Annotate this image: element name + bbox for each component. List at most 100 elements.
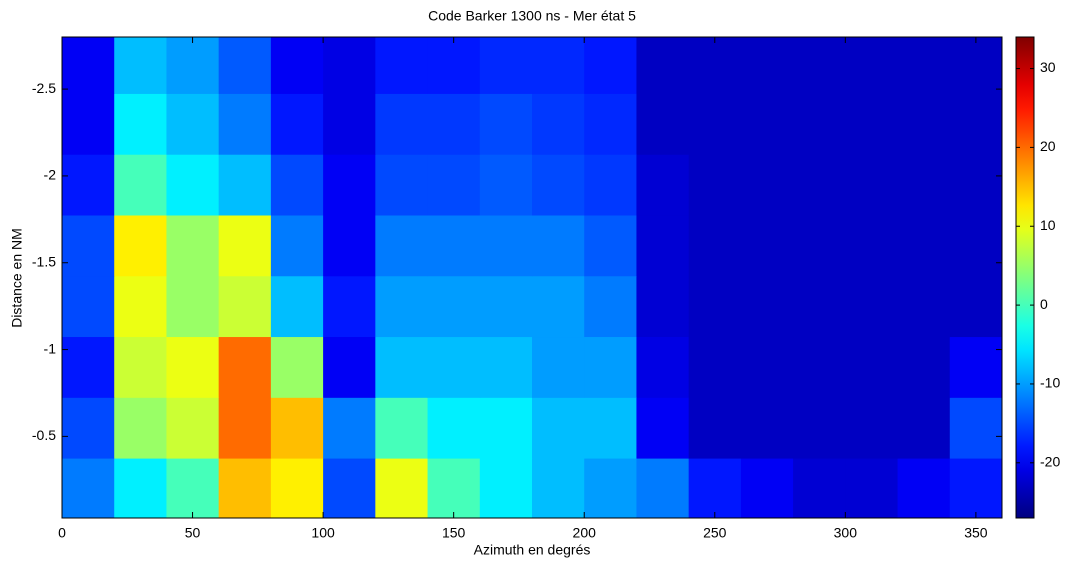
x-tick-label: 200 bbox=[573, 525, 597, 541]
heatmap-cell bbox=[270, 93, 324, 155]
heatmap-cell bbox=[949, 214, 1002, 277]
heatmap-cell bbox=[114, 154, 167, 216]
heatmap-cell bbox=[740, 397, 794, 459]
heatmap-cell bbox=[949, 458, 1002, 518]
heatmap-cell bbox=[62, 458, 115, 518]
heatmap-cell bbox=[845, 336, 899, 398]
heatmap-cell bbox=[532, 458, 585, 518]
heatmap-cell bbox=[584, 397, 637, 459]
heatmap-cell bbox=[270, 275, 324, 338]
heatmap-cell bbox=[114, 93, 167, 155]
heatmap-cell bbox=[218, 336, 272, 398]
heatmap-cell bbox=[166, 37, 220, 94]
heatmap-cell bbox=[114, 458, 167, 518]
heatmap-cell bbox=[845, 458, 899, 518]
y-tick-label: -1 bbox=[44, 340, 57, 356]
heatmap-cell bbox=[323, 154, 376, 216]
colorbar-tick-label: 30 bbox=[1040, 59, 1056, 75]
heatmap-cell bbox=[114, 275, 167, 338]
heatmap-cell bbox=[897, 458, 951, 518]
heatmap-cell bbox=[166, 214, 220, 277]
heatmap-cell bbox=[479, 93, 533, 155]
heatmap-cell bbox=[845, 37, 899, 94]
heatmap-cell bbox=[793, 214, 846, 277]
heatmap bbox=[62, 37, 1002, 518]
heatmap-cell bbox=[62, 154, 115, 216]
heatmap-cell bbox=[688, 458, 742, 518]
heatmap-cell bbox=[636, 154, 690, 216]
heatmap-cell bbox=[427, 37, 481, 94]
heatmap-cell bbox=[270, 336, 324, 398]
y-tick-label: -1.5 bbox=[32, 253, 56, 269]
heatmap-cell bbox=[166, 397, 220, 459]
heatmap-cell bbox=[114, 37, 167, 94]
heatmap-cell bbox=[270, 37, 324, 94]
x-tick-label: 50 bbox=[185, 525, 201, 541]
x-tick-label: 350 bbox=[964, 525, 988, 541]
heatmap-cell bbox=[114, 214, 167, 277]
heatmap-cell bbox=[532, 275, 585, 338]
heatmap-cell bbox=[427, 397, 481, 459]
heatmap-cell bbox=[323, 458, 376, 518]
heatmap-cell bbox=[740, 458, 794, 518]
heatmap-cell bbox=[845, 397, 899, 459]
heatmap-cell bbox=[62, 93, 115, 155]
heatmap-cell bbox=[636, 37, 690, 94]
chart-title: Code Barker 1300 ns - Mer état 5 bbox=[428, 8, 636, 24]
heatmap-cell bbox=[479, 397, 533, 459]
heatmap-cell bbox=[323, 336, 376, 398]
heatmap-cell bbox=[636, 336, 690, 398]
heatmap-cell bbox=[636, 458, 690, 518]
heatmap-cell bbox=[62, 37, 115, 94]
y-tick-label: -2 bbox=[44, 167, 57, 183]
heatmap-cell bbox=[218, 154, 272, 216]
colorbar bbox=[1015, 36, 1035, 519]
heatmap-cell bbox=[584, 93, 637, 155]
heatmap-cell bbox=[114, 336, 167, 398]
heatmap-cell bbox=[375, 214, 429, 277]
heatmap-cell bbox=[532, 397, 585, 459]
heatmap-cell bbox=[427, 336, 481, 398]
heatmap-cell bbox=[375, 154, 429, 216]
heatmap-cell bbox=[584, 336, 637, 398]
heatmap-cell bbox=[636, 275, 690, 338]
colorbar-tick-label: -20 bbox=[1040, 454, 1060, 470]
heatmap-cell bbox=[427, 93, 481, 155]
heatmap-cell bbox=[218, 275, 272, 338]
heatmap-cell bbox=[479, 214, 533, 277]
plot-frame bbox=[61, 36, 1003, 519]
colorbar-tick-label: 20 bbox=[1040, 138, 1056, 154]
heatmap-cell bbox=[845, 214, 899, 277]
heatmap-cell bbox=[793, 154, 846, 216]
heatmap-cell bbox=[218, 397, 272, 459]
heatmap-cell bbox=[166, 336, 220, 398]
heatmap-cell bbox=[114, 397, 167, 459]
heatmap-cell bbox=[218, 37, 272, 94]
heatmap-cell bbox=[323, 214, 376, 277]
heatmap-cell bbox=[218, 93, 272, 155]
heatmap-cell bbox=[218, 214, 272, 277]
heatmap-cell bbox=[62, 397, 115, 459]
heatmap-cell bbox=[532, 336, 585, 398]
y-axis-label: Distance en NM bbox=[9, 228, 25, 328]
heatmap-cell bbox=[793, 458, 846, 518]
heatmap-cell bbox=[375, 458, 429, 518]
x-axis-label: Azimuth en degrés bbox=[474, 542, 591, 558]
heatmap-cell bbox=[949, 93, 1002, 155]
heatmap-cell bbox=[166, 458, 220, 518]
heatmap-cell bbox=[949, 397, 1002, 459]
heatmap-cell bbox=[897, 154, 951, 216]
heatmap-cell bbox=[270, 397, 324, 459]
heatmap-cell bbox=[688, 37, 742, 94]
heatmap-cell bbox=[584, 37, 637, 94]
heatmap-cell bbox=[375, 336, 429, 398]
heatmap-cell bbox=[897, 336, 951, 398]
heatmap-cell bbox=[740, 154, 794, 216]
heatmap-cell bbox=[584, 154, 637, 216]
heatmap-cell bbox=[532, 37, 585, 94]
heatmap-cell bbox=[270, 214, 324, 277]
heatmap-cell bbox=[897, 93, 951, 155]
colorbar-tick-label: -10 bbox=[1040, 375, 1060, 391]
heatmap-cell bbox=[323, 275, 376, 338]
heatmap-cell bbox=[584, 214, 637, 277]
